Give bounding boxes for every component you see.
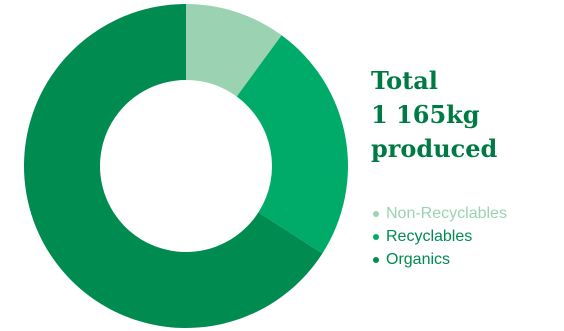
total-heading-line-3: produced [371, 132, 561, 166]
legend-label: Non-Recyclables [386, 202, 507, 225]
legend-item-non-recyclables: Non-Recyclables [373, 202, 507, 225]
total-heading: Total 1 165kg produced [371, 64, 561, 166]
legend-item-organics: Organics [373, 248, 507, 271]
legend-label: Recyclables [386, 225, 472, 248]
chart-legend: Non-Recyclables Recyclables Organics [373, 202, 507, 271]
total-heading-line-2: 1 165kg [371, 98, 561, 132]
total-heading-line-1: Total [371, 64, 561, 98]
legend-dot-icon [373, 234, 379, 240]
legend-label: Organics [386, 248, 450, 271]
donut-slices [24, 4, 348, 328]
legend-item-recyclables: Recyclables [373, 225, 507, 248]
legend-dot-icon [373, 257, 379, 263]
legend-dot-icon [373, 211, 379, 217]
